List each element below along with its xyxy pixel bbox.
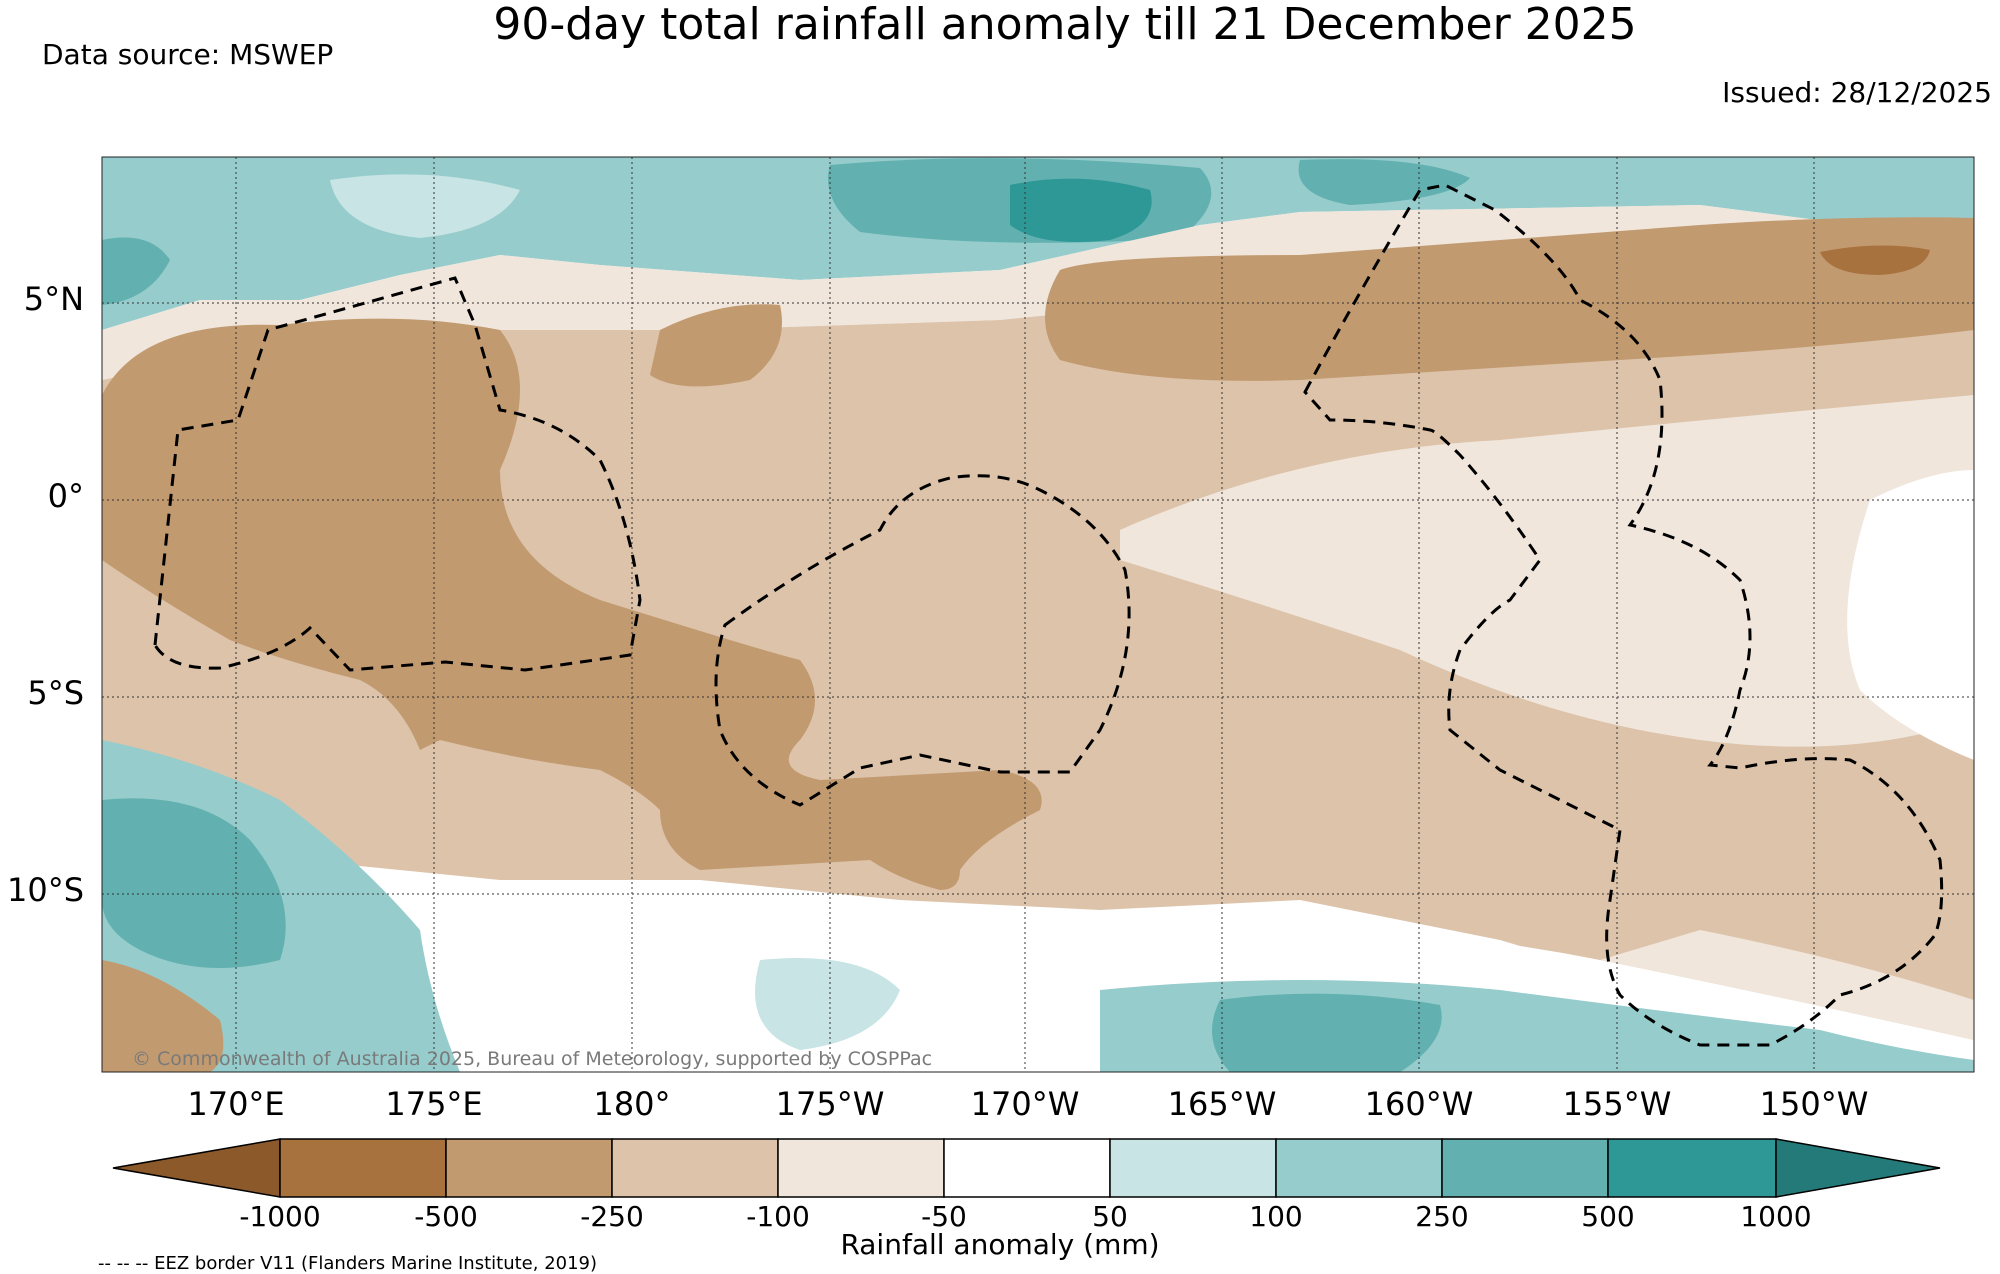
colorbar-extend-high: [1775, 1138, 1941, 1198]
map-frame: [101, 156, 1975, 1073]
southwest-dry-patch: [102, 960, 224, 1072]
lon-label-175w: 175°W: [775, 1085, 885, 1123]
colorbar-tick: 1000: [1740, 1200, 1812, 1233]
colorbar: [112, 1138, 1941, 1198]
colorbar-tick: 50: [1092, 1200, 1128, 1233]
colorbar-bin-100-250: [1275, 1138, 1443, 1198]
colorbar-bin-500-1000: [1607, 1138, 1777, 1198]
lon-label-155w: 155°W: [1562, 1085, 1672, 1123]
colorbar-bin-250-500: [1441, 1138, 1609, 1198]
lon-label-150w: 150°W: [1759, 1085, 1869, 1123]
colorbar-bin-m100-m50: [777, 1138, 945, 1198]
north-wet-patch-west: [102, 237, 170, 305]
east-slightly-dry-area: [1120, 395, 1974, 747]
colorbar-bin-m250-m100: [611, 1138, 779, 1198]
anomaly-fill-layer: [102, 157, 1974, 1072]
south-moderately-wet-patch: [1212, 993, 1442, 1072]
eez-legend-note: -- -- -- EEZ border V11 (Flanders Marine…: [98, 1253, 598, 1274]
eez-border-kiribati-gilbert: [153, 276, 642, 672]
west-dry-core: [102, 318, 1042, 891]
colorbar-tick: -1000: [239, 1200, 321, 1233]
colorbar-bin-m1000-m500: [279, 1138, 447, 1198]
graticule: [102, 157, 1974, 1072]
north-wet-patch-mid: [330, 174, 520, 238]
colorbar-bin-m500-m250: [445, 1138, 613, 1198]
colorbar-extend-low: [112, 1138, 281, 1198]
lon-label-175e: 175°E: [385, 1085, 483, 1123]
lon-label-170w: 170°W: [970, 1085, 1080, 1123]
lon-label-170e: 170°E: [187, 1085, 285, 1123]
colorbar-bin-50-100: [1109, 1138, 1277, 1198]
east-neutral-area: [1847, 470, 1974, 760]
north-wet-area: [102, 157, 1974, 330]
colorbar-tick: -100: [746, 1200, 810, 1233]
lon-label-180: 180°: [593, 1085, 671, 1123]
data-source-label: Data source: MSWEP: [42, 38, 334, 71]
southeast-slightly-dry-area: [1600, 930, 1974, 1040]
lat-label-10s: 10°S: [6, 871, 84, 909]
lat-label-0: 0°: [47, 477, 84, 515]
colorbar-tick: -500: [414, 1200, 478, 1233]
lon-label-160w: 160°W: [1364, 1085, 1474, 1123]
eez-border-phoenix: [714, 474, 1131, 807]
north-wet-patch-east: [1298, 159, 1470, 205]
north-central-dry-patch: [650, 304, 782, 387]
northeast-dry-band: [1045, 217, 1974, 381]
colorbar-tick: 500: [1581, 1200, 1635, 1233]
colorbar-tick: -50: [921, 1200, 967, 1233]
issued-date-label: Issued: 28/12/2025: [1722, 76, 1992, 109]
eez-borders: [153, 183, 1944, 1047]
colorbar-bin-m50-50: [943, 1138, 1111, 1198]
lat-label-5n: 5°N: [23, 280, 84, 318]
northeast-very-dry-patch: [1820, 245, 1930, 275]
north-very-wet-area: [1010, 178, 1152, 243]
colorbar-tick: 100: [1249, 1200, 1303, 1233]
colorbar-tick: 250: [1415, 1200, 1469, 1233]
colorbar-label: Rainfall anomaly (mm): [840, 1228, 1160, 1261]
copyright-notice: © Commonwealth of Australia 2025, Bureau…: [132, 1048, 933, 1070]
south-slightly-wet-patch: [755, 958, 900, 1050]
colorbar-tick: -250: [580, 1200, 644, 1233]
lat-label-5s: 5°S: [27, 674, 84, 712]
chart-title: 90-day total rainfall anomaly till 21 De…: [493, 0, 1637, 50]
lon-label-165w: 165°W: [1167, 1085, 1277, 1123]
southwest-moderately-wet-area: [102, 798, 286, 968]
